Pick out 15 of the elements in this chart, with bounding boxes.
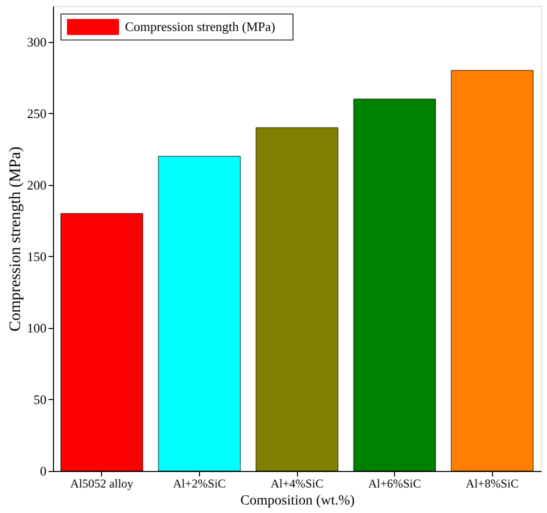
y-tick-label: 250 bbox=[27, 106, 46, 121]
y-tick-label: 100 bbox=[27, 320, 46, 336]
x-tick-label: Al+2%SiC bbox=[173, 476, 226, 490]
y-tick-label: 200 bbox=[27, 177, 46, 192]
y-tick-label: 50 bbox=[34, 392, 46, 407]
x-tick-label: Al+8%SiC bbox=[466, 476, 519, 490]
y-tick-label: 150 bbox=[27, 248, 46, 264]
y-tick-label: 0 bbox=[40, 464, 46, 478]
x-axis-title: Composition (wt.%) bbox=[240, 494, 355, 508]
x-tick-label: Al+6%SiC bbox=[368, 476, 421, 490]
legend-label: Compression strength (MPa) bbox=[125, 19, 276, 34]
y-tick-label: 300 bbox=[27, 34, 46, 50]
y-axis-title: Compression strength (MPa) bbox=[7, 146, 24, 332]
x-tick-label: Al+4%SiC bbox=[270, 476, 324, 490]
x-tick-label: Al5052 alloy bbox=[70, 476, 134, 490]
